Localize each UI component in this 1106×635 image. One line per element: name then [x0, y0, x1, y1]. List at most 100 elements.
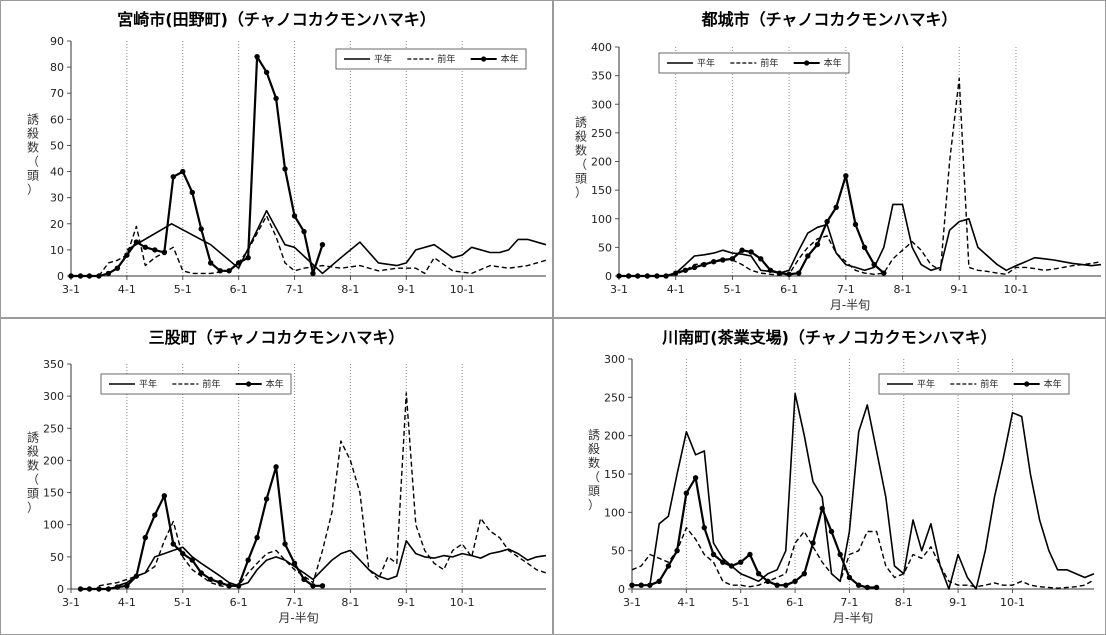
data-point: [198, 226, 204, 232]
data-point: [629, 582, 635, 588]
data-point: [96, 273, 102, 279]
legend-label: 前年: [760, 57, 778, 69]
chart-svg: 宮崎市(田野町)（チャノコカクモンハマキ） 3-1 4-1 5-1 6-1 7-1 8-1 9…: [27, 10, 547, 296]
data-point: [701, 261, 707, 268]
data-point: [861, 244, 868, 251]
y-tick-label: 50: [611, 545, 625, 558]
legend-label: 前年: [202, 378, 220, 390]
x-tick-label: 6-1: [230, 283, 248, 296]
data-point: [638, 582, 644, 588]
data-point: [864, 584, 871, 591]
x-tick-label: 6-1: [786, 596, 804, 609]
chart-svg: 三股町（チャノコカクモンハマキ） 3-1 4-1 5-1 6-1 7-1 8-1 9-1 10-…: [27, 328, 547, 625]
data-point: [683, 490, 690, 496]
data-point: [837, 551, 843, 558]
x-axis-label: 月-半旬: [278, 611, 318, 625]
data-point: [774, 582, 780, 588]
x-tick-label: 6-1: [230, 596, 248, 609]
data-point: [691, 264, 698, 271]
data-point: [235, 583, 242, 589]
x-tick-label: 10-1: [1000, 596, 1025, 609]
data-point: [819, 505, 825, 512]
y-tick-label: 0: [618, 583, 625, 596]
data-point: [824, 218, 830, 225]
x-tick-label: 4-1: [677, 596, 695, 609]
y-axis-label: 誘殺数（頭）: [27, 113, 39, 197]
y-tick-label: 0: [605, 270, 612, 283]
data-point: [152, 247, 158, 253]
data-point: [291, 560, 298, 566]
legend-label: 本年: [824, 57, 842, 69]
y-tick-label: 350: [591, 70, 612, 83]
data-point: [142, 244, 149, 250]
y-axis-label: 誘殺数（頭）: [27, 431, 39, 515]
data-point: [801, 570, 807, 577]
data-point: [654, 273, 660, 279]
y-tick-label: 150: [43, 487, 64, 500]
y-axis-label: 誘殺数（頭）: [575, 116, 587, 200]
data-point: [208, 576, 214, 583]
data-point: [738, 559, 744, 565]
y-tick-label: 250: [591, 127, 612, 140]
y-tick-label: 10: [50, 244, 64, 257]
y-tick-label: 250: [604, 391, 625, 404]
x-tick-label: 9-1: [397, 283, 415, 296]
data-point: [301, 576, 307, 583]
data-point: [833, 204, 839, 210]
data-point: [846, 574, 853, 581]
x-tick-label: 5-1: [732, 596, 750, 609]
data-point: [852, 221, 859, 228]
data-point: [728, 563, 735, 569]
data-point: [301, 228, 307, 235]
x-tick-label: 5-1: [723, 283, 741, 296]
data-point: [310, 583, 316, 589]
x-tick-label: 9-1: [950, 283, 968, 296]
data-point: [755, 570, 762, 577]
data-point: [855, 582, 862, 588]
legend-box: [335, 48, 527, 70]
data-point: [180, 550, 186, 557]
data-point: [674, 547, 680, 554]
data-point: [828, 528, 835, 535]
data-point: [226, 583, 232, 589]
legend-marker: [804, 60, 810, 66]
data-point: [319, 583, 326, 589]
data-point: [656, 578, 662, 585]
legend: 平年 前年 本年: [335, 48, 527, 70]
y-tick-label: 200: [591, 156, 612, 169]
data-point: [245, 557, 251, 563]
x-axis-label: 月-半旬: [830, 298, 870, 312]
chart-panel-miyakonojo: 都城市（チャノコカクモンハマキ） 3-1 4-1 5-1 6-1 7-1 8-1 9-1 10-…: [553, 0, 1106, 318]
data-point: [124, 252, 130, 258]
data-point: [133, 573, 140, 579]
legend-marker: [1024, 381, 1030, 387]
legend-marker: [481, 56, 487, 62]
data-point: [701, 524, 707, 531]
x-tick-label: 3-1: [610, 283, 628, 296]
y-tick-label: 40: [50, 166, 64, 179]
data-point: [682, 267, 689, 273]
y-axis-label: 誘殺数（頭）: [588, 428, 600, 512]
data-point: [254, 53, 260, 60]
chart-svg: 川南町(茶業支場)（チャノコカクモンハマキ） 3-1 4-1 5-1 6-1 7-1 8-1…: [588, 328, 1095, 625]
data-point: [282, 166, 288, 172]
data-point: [765, 578, 771, 585]
data-point: [729, 256, 736, 262]
data-point: [170, 174, 176, 180]
data-point: [805, 253, 811, 259]
y-tick-label: 50: [598, 241, 612, 254]
x-tick-label: 10-1: [1003, 283, 1028, 296]
legend-marker: [246, 381, 252, 387]
chart-panel-miyazaki: 宮崎市(田野町)（チャノコカクモンハマキ） 3-1 4-1 5-1 6-1 7-1 8-1 9…: [0, 0, 553, 318]
data-point: [142, 534, 149, 541]
x-tick-label: 8-1: [894, 283, 912, 296]
data-point: [792, 578, 798, 585]
y-tick-label: 70: [50, 87, 64, 100]
series-line-solid: [126, 209, 547, 275]
data-point: [291, 213, 298, 219]
data-point: [208, 260, 214, 266]
y-tick-label: 150: [604, 468, 625, 481]
data-point: [161, 249, 168, 256]
x-tick-label: 8-1: [341, 283, 359, 296]
